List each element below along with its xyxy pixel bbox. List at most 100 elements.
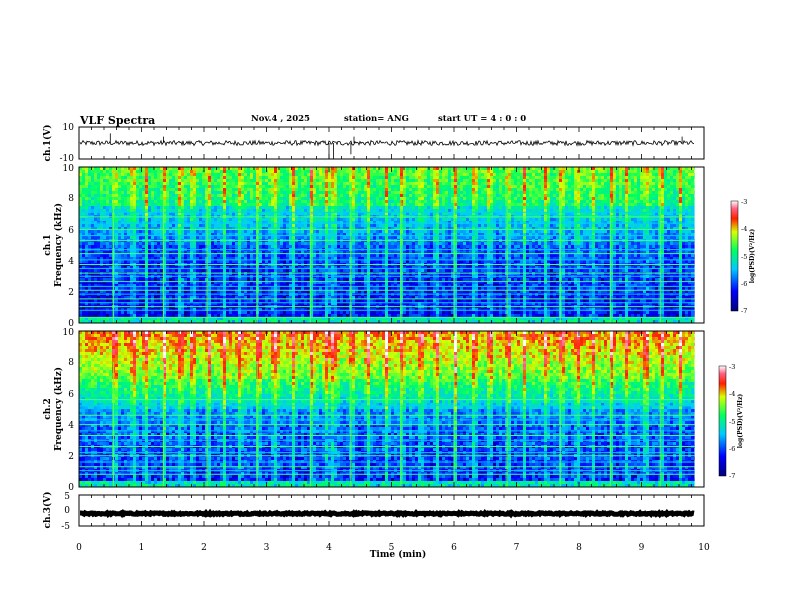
spectrogram-cell: [154, 191, 157, 194]
spectrogram-cell: [100, 227, 103, 230]
spectrogram-cell: [154, 296, 157, 299]
spectrogram-cell: [274, 245, 277, 248]
spectrogram-cell: [334, 188, 337, 191]
spectrogram-cell: [322, 302, 325, 305]
spectrogram-cell: [307, 281, 310, 284]
spectrogram-cell: [145, 257, 148, 260]
spectrogram-cell: [118, 227, 121, 230]
spectrogram-cell: [208, 296, 211, 299]
spectrogram-cell: [361, 167, 364, 170]
spectrogram-cell: [157, 278, 160, 281]
spectrogram-cell: [214, 287, 217, 290]
spectrogram-cell: [334, 308, 337, 311]
spectrogram-cell: [247, 242, 250, 245]
spectrogram-cell: [208, 308, 211, 311]
spectrogram-cell: [247, 185, 250, 188]
spectrogram-cell: [313, 236, 316, 239]
spectrogram-cell: [313, 257, 316, 260]
spectrogram-cell: [250, 284, 253, 287]
spectrogram-cell: [208, 278, 211, 281]
spectrogram-cell: [223, 212, 226, 215]
spectrogram-cell: [175, 254, 178, 257]
spectrogram-cell: [250, 173, 253, 176]
spectrogram-cell: [190, 209, 193, 212]
spectrogram-cell: [133, 233, 136, 236]
spectrogram-cell: [232, 170, 235, 173]
spectrogram-cell: [211, 254, 214, 257]
spectrogram-cell: [346, 320, 349, 323]
spectrogram-cell: [181, 269, 184, 272]
spectrogram-cell: [337, 317, 340, 320]
spectrogram-cell: [238, 254, 241, 257]
spectrogram-cell: [91, 314, 94, 317]
spectrogram-cell: [160, 260, 163, 263]
spectrogram-cell: [292, 290, 295, 293]
spectrogram-cell: [283, 242, 286, 245]
spectrogram-cell: [289, 242, 292, 245]
spectrogram-cell: [136, 197, 139, 200]
spectrogram-cell: [340, 170, 343, 173]
spectrogram-cell: [100, 320, 103, 323]
spectrogram-cell: [265, 245, 268, 248]
spectrogram-cell: [178, 167, 181, 170]
spectrogram-cell: [133, 320, 136, 323]
spectrogram-cell: [85, 311, 88, 314]
spectrogram-cell: [274, 182, 277, 185]
spectrogram-cell: [211, 173, 214, 176]
spectrogram-cell: [316, 218, 319, 221]
spectrogram-cell: [109, 206, 112, 209]
spectrogram-cell: [103, 236, 106, 239]
spectrogram-cell: [295, 287, 298, 290]
spectrogram-cell: [292, 200, 295, 203]
spectrogram-cell: [97, 200, 100, 203]
spectrogram-cell: [337, 287, 340, 290]
spectrogram-cell: [322, 266, 325, 269]
spectrogram-cell: [154, 167, 157, 170]
spectrogram-cell: [172, 242, 175, 245]
spectrogram-cell: [334, 191, 337, 194]
spectrogram-cell: [133, 287, 136, 290]
spectrogram-cell: [232, 173, 235, 176]
spectrogram-cell: [115, 230, 118, 233]
spectrogram-cell: [316, 299, 319, 302]
spectrogram-cell: [133, 311, 136, 314]
spectrogram-cell: [127, 245, 130, 248]
spectrogram-cell: [184, 182, 187, 185]
spectrogram-cell: [229, 278, 232, 281]
spectrogram-cell: [82, 236, 85, 239]
spectrogram-cell: [322, 212, 325, 215]
spectrogram-cell: [250, 236, 253, 239]
spectrogram-cell: [343, 191, 346, 194]
spectrogram-cell: [250, 299, 253, 302]
spectrogram-cell: [136, 266, 139, 269]
spectrogram-cell: [151, 218, 154, 221]
spectrogram-cell: [337, 203, 340, 206]
spectrogram-cell: [205, 206, 208, 209]
spectrogram-cell: [121, 284, 124, 287]
spectrogram-cell: [322, 209, 325, 212]
spectrogram-cell: [151, 209, 154, 212]
spectrogram-cell: [289, 212, 292, 215]
spectrogram-cell: [196, 173, 199, 176]
spectrogram-cell: [136, 170, 139, 173]
spectrogram-cell: [334, 269, 337, 272]
spectrogram-cell: [325, 173, 328, 176]
spectrogram-cell: [226, 197, 229, 200]
spectrogram-cell: [163, 257, 166, 260]
spectrogram-cell: [268, 245, 271, 248]
spectrogram-cell: [283, 173, 286, 176]
spectrogram-cell: [241, 200, 244, 203]
spectrogram-cell: [265, 212, 268, 215]
spectrogram-cell: [346, 182, 349, 185]
spectrogram-cell: [286, 221, 289, 224]
spectrogram-cell: [247, 260, 250, 263]
spectrogram-cell: [247, 302, 250, 305]
spectrogram-cell: [145, 200, 148, 203]
spectrogram-cell: [352, 188, 355, 191]
spectrogram-cell: [160, 245, 163, 248]
spectrogram-cell: [82, 269, 85, 272]
spectrogram-cell: [271, 290, 274, 293]
spectrogram-cell: [250, 167, 253, 170]
spectrogram-cell: [148, 176, 151, 179]
spectrogram-cell: [307, 200, 310, 203]
